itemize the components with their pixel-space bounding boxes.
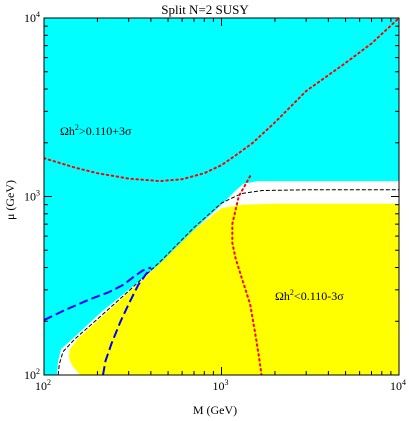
- curve-red-dotted-upper: [44, 18, 399, 183]
- curve-black-dashed: [57, 189, 399, 375]
- curve-blue-dashed-lower: [44, 266, 152, 322]
- region-1: [68, 203, 399, 375]
- chart-title: Split N=2 SUSY: [161, 2, 249, 17]
- x-axis-label: M (GeV): [193, 403, 237, 417]
- y-tick-label: 102: [24, 367, 40, 382]
- x-tick-label: 102: [35, 378, 51, 393]
- y-axis-label: μ (GeV): [3, 180, 17, 220]
- region-0: [44, 18, 399, 375]
- y-tick-label: 103: [24, 189, 40, 204]
- curve-blue-dashed-upper: [102, 266, 152, 375]
- annotation-upper: Ωh2>0.110+3σ: [60, 123, 132, 138]
- x-tick-label: 104: [390, 378, 406, 393]
- y-tick-label: 104: [24, 10, 40, 25]
- annotation-lower: Ωh2<0.110-3σ: [275, 288, 344, 303]
- x-tick-label: 103: [213, 378, 229, 393]
- curve-red-dotted-lower: [231, 175, 263, 375]
